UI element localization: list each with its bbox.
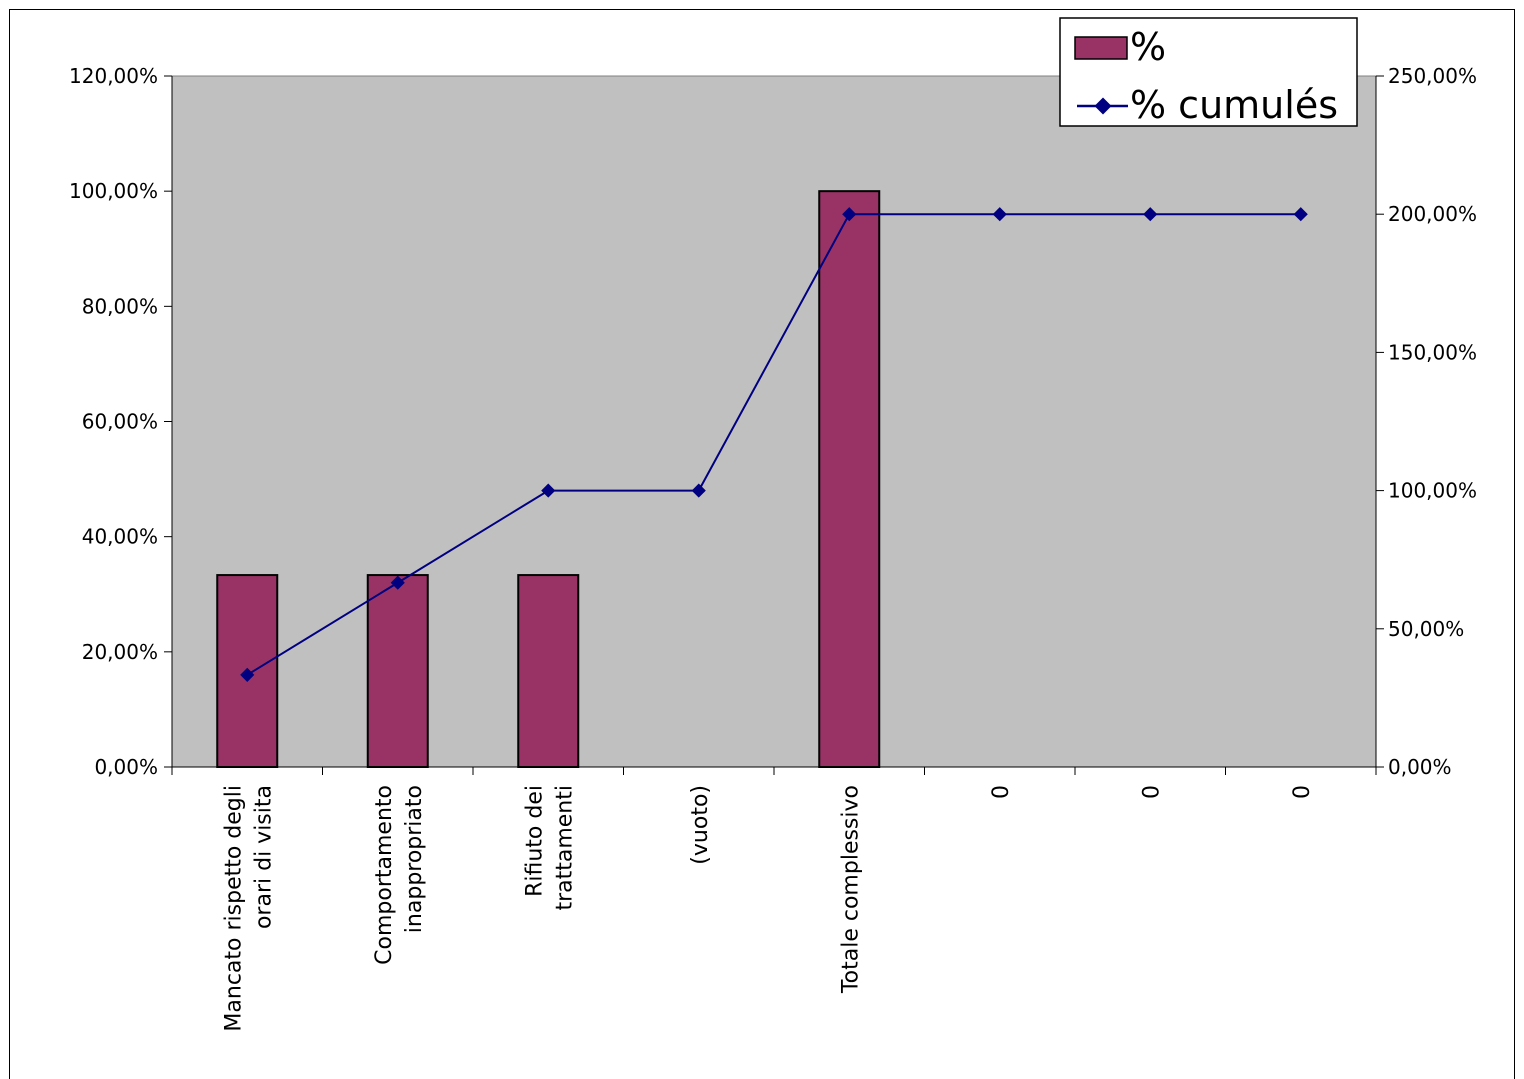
bar <box>517 574 580 769</box>
legend-line-label: % cumulés <box>1130 83 1338 127</box>
y-right-tick-label: 0,00% <box>1388 755 1452 779</box>
category-label: Totale complessivo <box>838 785 863 994</box>
legend-bar-swatch <box>1074 36 1128 60</box>
line-marker <box>1293 207 1308 222</box>
y-left-tick-label: 60,00% <box>82 410 158 434</box>
y-right-tick-label: 150,00% <box>1388 340 1477 364</box>
category-label: inappropriato <box>402 785 427 933</box>
legend-bar-label: % <box>1130 25 1166 69</box>
bar <box>818 190 881 768</box>
cumulative-line <box>246 213 1301 676</box>
y-left-tick-label: 0,00% <box>94 755 158 779</box>
category-label: Mancato rispetto degli <box>221 785 246 1032</box>
y-left-tick-label: 120,00% <box>69 64 158 88</box>
category-label: trattamenti <box>552 785 577 911</box>
category-label: 0 <box>1290 785 1315 799</box>
category-labels: Mancato rispetto degli orari di visita Com… <box>221 785 1315 1032</box>
axes: 0,00% 20,00% 40,00% 60,00% 80,00% 100,00% 120,… <box>69 64 1477 779</box>
bar <box>366 574 429 769</box>
y-right-tick-label: 100,00% <box>1388 479 1477 503</box>
y-left-tick-label: 40,00% <box>82 525 158 549</box>
y-right-tick-label: 50,00% <box>1388 617 1464 641</box>
category-label: Rifiuto dei <box>522 785 547 897</box>
line-marker <box>691 483 706 498</box>
line-series <box>240 207 1308 682</box>
line-marker <box>842 207 857 222</box>
category-label: (vuoto) <box>688 785 713 865</box>
category-label: 0 <box>1139 785 1164 799</box>
category-label: 0 <box>989 785 1014 799</box>
line-marker <box>992 207 1007 222</box>
category-label: Comportamento <box>372 785 397 965</box>
line-marker <box>240 667 255 682</box>
line-marker <box>1143 207 1158 222</box>
line-marker <box>390 575 405 590</box>
legend-box <box>1059 17 1358 127</box>
legend: % % cumulés <box>1059 17 1358 127</box>
y-left-tick-label: 100,00% <box>69 179 158 203</box>
line-marker <box>541 483 556 498</box>
y-right-tick-label: 250,00% <box>1388 64 1477 88</box>
plot-area <box>171 75 1377 768</box>
y-left-tick-label: 80,00% <box>82 294 158 318</box>
y-left-tick-label: 20,00% <box>82 640 158 664</box>
category-label: orari di visita <box>251 785 276 929</box>
y-right-tick-label: 200,00% <box>1388 202 1477 226</box>
